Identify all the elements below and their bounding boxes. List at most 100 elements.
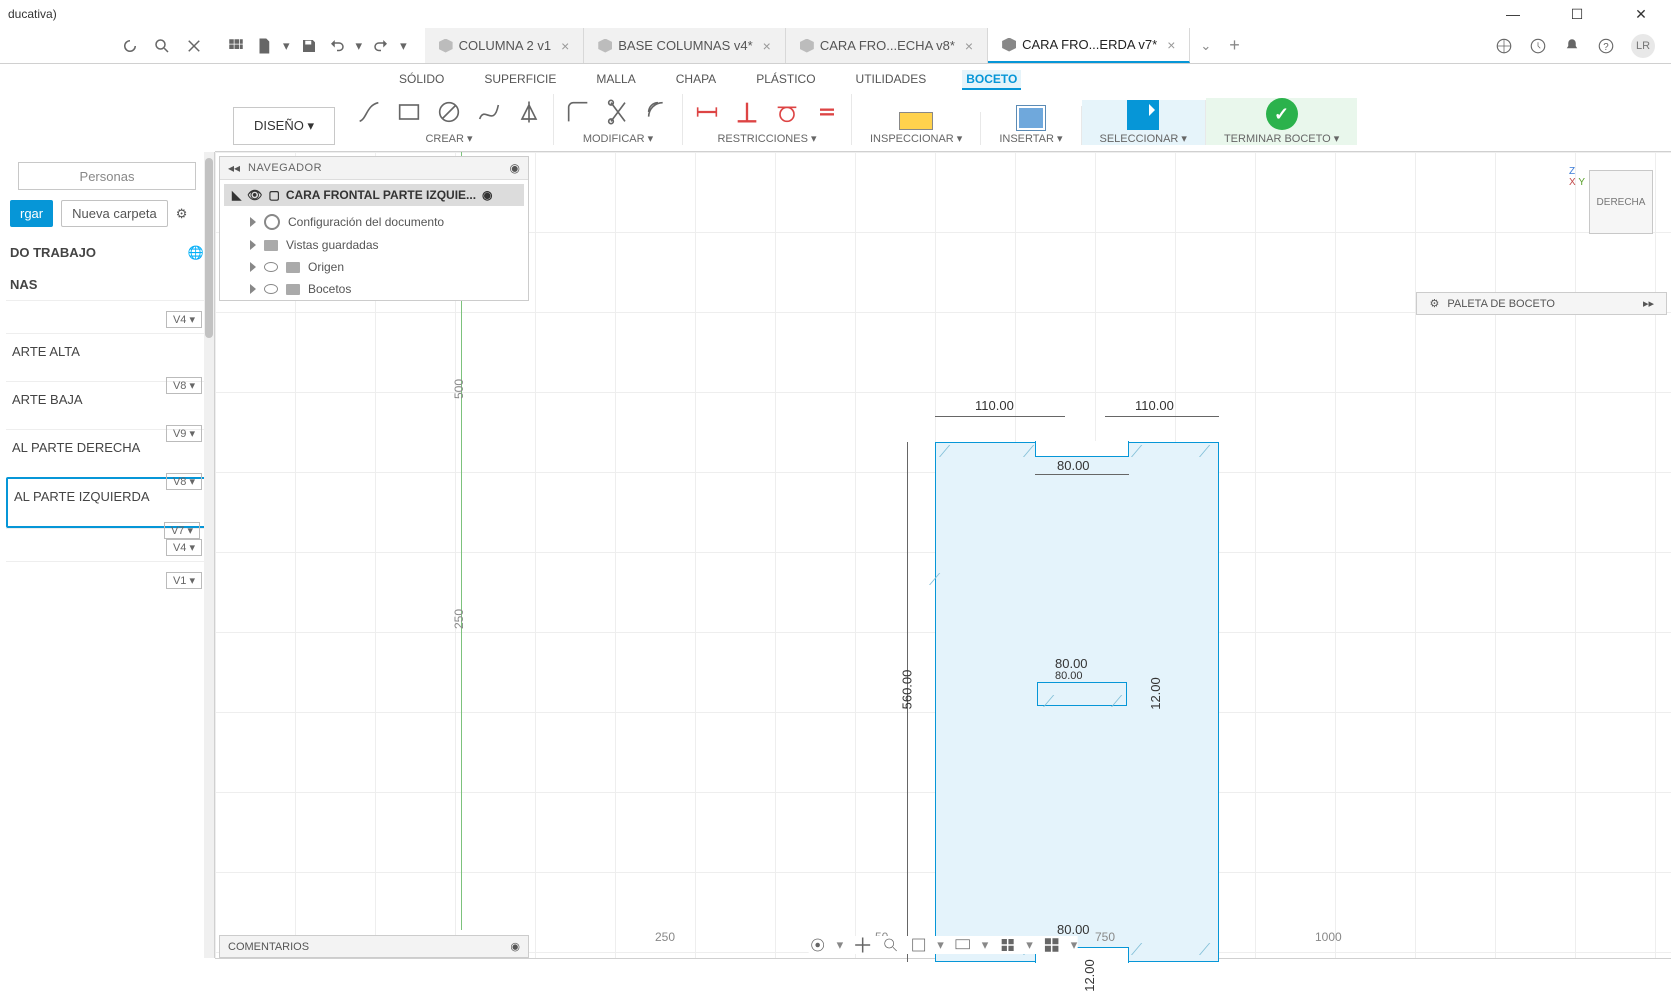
dimension-label[interactable]: 80.00: [1055, 656, 1088, 671]
version-badge[interactable]: V4 ▾: [166, 539, 202, 556]
rectangle-tool-icon[interactable]: [395, 98, 423, 126]
version-badge[interactable]: V7 ▾: [164, 522, 200, 539]
tab-close-icon[interactable]: ×: [1167, 37, 1175, 53]
doc-tab[interactable]: COLUMNA 2 v1×: [425, 28, 585, 63]
version-badge[interactable]: V1 ▾: [166, 572, 202, 589]
view-cube[interactable]: DERECHA: [1589, 170, 1653, 234]
design-dropdown[interactable]: DISEÑO ▾: [233, 107, 335, 145]
ribbon-group-label: SELECCIONAR ▾: [1100, 132, 1187, 145]
grid-icon[interactable]: [227, 37, 245, 55]
version-badge[interactable]: V8 ▾: [166, 377, 202, 394]
bell-icon[interactable]: [1563, 37, 1581, 55]
horizontal-constraint-icon[interactable]: [693, 98, 721, 126]
clock-icon[interactable]: [1529, 37, 1547, 55]
undo-icon[interactable]: [328, 37, 346, 55]
tree-node[interactable]: Bocetos: [220, 278, 528, 300]
tree-node[interactable]: Origen: [220, 256, 528, 278]
close-panel-icon[interactable]: [185, 37, 203, 55]
upload-button[interactable]: rgar: [10, 200, 53, 227]
panel-title: NAVEGADOR: [248, 162, 501, 174]
cube-icon: [1002, 38, 1016, 52]
pin-icon[interactable]: ◉: [510, 161, 520, 175]
tabs-dropdown-icon[interactable]: ⌄: [1190, 38, 1221, 54]
new-tab-icon[interactable]: +: [1221, 35, 1248, 56]
sketch-palette[interactable]: ⚙PALETA DE BOCETO▸▸: [1416, 292, 1667, 315]
ribbon-tab[interactable]: MALLA: [592, 70, 639, 90]
user-avatar[interactable]: LR: [1631, 34, 1655, 58]
refresh-icon[interactable]: [121, 37, 139, 55]
dimension-label[interactable]: 12.00: [1148, 677, 1163, 710]
finish-sketch-icon[interactable]: ✓: [1266, 98, 1298, 130]
viewport-icon[interactable]: [1043, 936, 1061, 954]
dimension-label[interactable]: 80.00: [1057, 922, 1090, 937]
tab-close-icon[interactable]: ×: [965, 38, 973, 54]
canvas[interactable]: 500 250 ◂◂NAVEGADOR◉ ◣👁▢CARA FRONTAL PAR…: [215, 152, 1671, 958]
doc-tab-active[interactable]: CARA FRO...ERDA v7*×: [988, 28, 1190, 63]
redo-icon[interactable]: [372, 37, 390, 55]
line-tool-icon[interactable]: [355, 98, 383, 126]
search-icon[interactable]: [153, 37, 171, 55]
people-search[interactable]: Personas: [18, 162, 196, 190]
tab-close-icon[interactable]: ×: [561, 38, 569, 54]
insert-icon[interactable]: [1017, 106, 1045, 130]
tree-node[interactable]: Configuración del documento: [220, 210, 528, 234]
select-icon[interactable]: [1127, 100, 1159, 130]
ribbon-tab[interactable]: PLÁSTICO: [752, 70, 819, 90]
ribbon-tab[interactable]: SUPERFICIE: [480, 70, 560, 90]
file-icon[interactable]: [255, 37, 273, 55]
ribbon-tab[interactable]: CHAPA: [672, 70, 720, 90]
tab-close-icon[interactable]: ×: [763, 38, 771, 54]
file-item[interactable]: V4 ▾: [6, 300, 208, 333]
save-icon[interactable]: [300, 37, 318, 55]
measure-icon[interactable]: [899, 112, 933, 130]
grid-display-icon[interactable]: [998, 936, 1016, 954]
orbit-icon[interactable]: [809, 936, 827, 954]
doc-tab[interactable]: CARA FRO...ECHA v8*×: [786, 28, 988, 63]
extension-icon[interactable]: [1495, 37, 1513, 55]
ribbon-tab-active[interactable]: BOCETO: [962, 70, 1021, 90]
dimension-label[interactable]: 110.00: [1135, 398, 1174, 413]
dimension-label[interactable]: 80.00: [1057, 458, 1090, 473]
file-item[interactable]: V1 ▾: [6, 561, 208, 594]
fillet-tool-icon[interactable]: [564, 98, 592, 126]
version-badge[interactable]: V9 ▾: [166, 425, 202, 442]
dimension-label[interactable]: 12.00: [1082, 959, 1097, 992]
doc-tab[interactable]: BASE COLUMNAS v4*×: [584, 28, 786, 63]
browser-panel[interactable]: ◂◂ NAVEGADOR ◉ ◣👁▢CARA FRONTAL PARTE IZQUI…: [219, 156, 529, 301]
trim-tool-icon[interactable]: [604, 98, 632, 126]
ruler-label: 1000: [1315, 930, 1342, 944]
help-icon[interactable]: ?: [1597, 37, 1615, 55]
tangent-constraint-icon[interactable]: [773, 98, 801, 126]
dimension-label[interactable]: 80.00: [1055, 670, 1083, 682]
equal-constraint-icon[interactable]: [813, 98, 841, 126]
mirror-tool-icon[interactable]: [515, 98, 543, 126]
perpendicular-constraint-icon[interactable]: [733, 98, 761, 126]
pan-icon[interactable]: [853, 936, 871, 954]
minimize-button[interactable]: —: [1491, 6, 1535, 23]
ribbon-tab[interactable]: UTILIDADES: [852, 70, 931, 90]
offset-tool-icon[interactable]: [644, 98, 672, 126]
zoom-icon[interactable]: [881, 936, 899, 954]
eye-icon: [264, 262, 278, 272]
new-folder-button[interactable]: Nueva carpeta: [61, 200, 168, 227]
timeline-bar: [215, 958, 1671, 986]
tree-node[interactable]: Vistas guardadas: [220, 234, 528, 256]
version-badge[interactable]: V4 ▾: [166, 311, 202, 328]
globe-icon[interactable]: 🌐: [188, 245, 204, 261]
dimension-label[interactable]: 110.00: [975, 398, 1014, 413]
file-item[interactable]: ARTE ALTAV8 ▾: [6, 333, 208, 381]
close-button[interactable]: ✕: [1619, 6, 1663, 23]
settings-icon[interactable]: ⚙: [176, 206, 188, 222]
maximize-button[interactable]: ☐: [1555, 6, 1599, 23]
fit-icon[interactable]: [909, 936, 927, 954]
collapse-icon[interactable]: ◂◂: [228, 161, 240, 175]
version-badge[interactable]: V8 ▾: [166, 473, 202, 490]
dimension-label[interactable]: 560.00: [899, 670, 914, 710]
scrollbar[interactable]: [204, 152, 214, 958]
ribbon-tab[interactable]: SÓLIDO: [395, 70, 448, 90]
circle-tool-icon[interactable]: [435, 98, 463, 126]
comments-panel[interactable]: COMENTARIOS◉: [219, 935, 529, 958]
spline-tool-icon[interactable]: [475, 98, 503, 126]
display-icon[interactable]: [954, 936, 972, 954]
component-row[interactable]: ◣👁▢CARA FRONTAL PARTE IZQUIE...◉: [224, 184, 524, 206]
